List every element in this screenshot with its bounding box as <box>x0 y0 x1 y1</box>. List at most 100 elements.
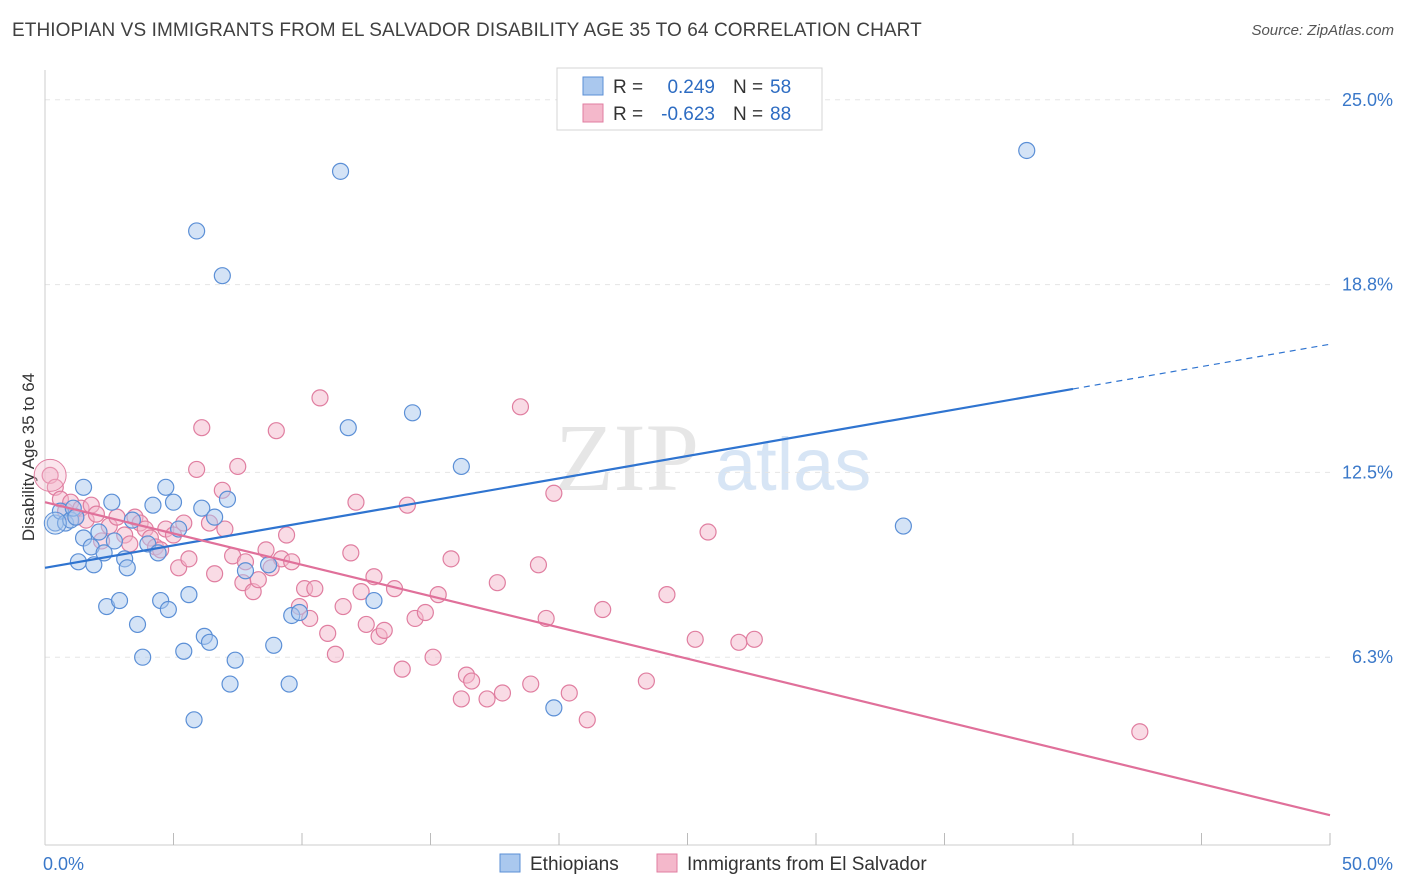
el-salvador-point-71 <box>488 574 506 592</box>
el-salvador-point-66 <box>442 550 460 568</box>
el-salvador-point-26 <box>188 460 206 479</box>
el-salvador-point-58 <box>375 621 393 639</box>
el-salvador-point-82 <box>637 672 655 690</box>
trend-lines <box>44 343 1331 817</box>
legend-r-label-1: R = <box>613 77 643 98</box>
legend-r-value-2: -0.623 <box>661 104 715 125</box>
bottom-legend: Ethiopians Immigrants from El Salvador <box>499 853 927 875</box>
el-salvador-point-37 <box>249 571 267 589</box>
el-salvador-point-80 <box>594 600 612 619</box>
ethiopians-point-30 <box>175 642 193 660</box>
y-tick-label-2: 18.8% <box>1342 275 1393 295</box>
ethiopians-point-15 <box>105 532 123 550</box>
el-salvador-point-60 <box>393 660 411 678</box>
ethiopians-point-7 <box>74 478 93 496</box>
ethiopians-point-large <box>43 511 67 535</box>
el-salvador-point-73 <box>511 398 530 416</box>
el-salvador-point-84 <box>730 633 748 651</box>
ethiopians-point-31 <box>180 586 198 604</box>
el-salvador-point-79 <box>578 711 596 729</box>
y-tick-label-1: 12.5% <box>1342 462 1393 482</box>
ethiopians-point-11 <box>90 523 108 541</box>
el-salvador-point-29 <box>206 565 224 583</box>
el-salvador-point-48 <box>311 389 329 407</box>
ethiopians-point-21 <box>134 648 152 666</box>
el-salvador-point-47 <box>306 580 324 598</box>
y-tick-labels: 6.3% 12.5% 18.8% 25.0% <box>1342 90 1393 667</box>
ethiopians-trend-extension <box>1072 343 1331 390</box>
series-ethiopians-points <box>43 141 1036 729</box>
el-salvador-point-72 <box>493 684 512 702</box>
legend-swatch-ethiopians <box>582 76 604 96</box>
legend: R = 0.249 N = 58 R = -0.623 N = 88 <box>556 67 823 131</box>
ethiopians-point-27 <box>159 600 177 619</box>
el-salvador-point-67 <box>452 690 470 708</box>
y-tick-label-0: 6.3% <box>1352 647 1393 667</box>
el-salvador-point-40 <box>267 422 285 440</box>
el-salvador-point-55 <box>357 615 375 634</box>
y-axis-label: Disability Age 35 to 64 <box>19 373 38 541</box>
x-ticks <box>173 833 1331 845</box>
el-salvador-point-75 <box>529 556 548 574</box>
ethiopians-trend-line <box>44 387 1074 569</box>
ethiopians-point-55 <box>1018 141 1036 160</box>
ethiopians-point-18 <box>118 559 136 577</box>
el-salvador-point-63 <box>416 603 434 622</box>
ethiopians-point-32 <box>185 711 203 729</box>
legend-swatch-el-salvador <box>582 103 604 123</box>
bottom-legend-swatch-ethiopians <box>499 853 521 873</box>
ethiopians-point-41 <box>226 651 244 669</box>
el-salvador-point-86 <box>1131 723 1149 741</box>
series-el-salvador-points <box>33 389 1149 741</box>
ethiopians-point-54 <box>894 517 912 535</box>
y-tick-label-3: 25.0% <box>1342 90 1393 110</box>
el-salvador-point-78 <box>560 684 578 702</box>
source-label: Source: ZipAtlas.com <box>1251 22 1394 39</box>
el-salvador-point-54 <box>352 583 370 601</box>
ethiopians-point-53 <box>545 699 563 717</box>
el-salvador-point-14 <box>121 535 139 553</box>
ethiopians-point-28 <box>164 493 183 511</box>
el-salvador-point-25 <box>180 550 198 568</box>
ethiopians-point-50 <box>365 591 383 610</box>
el-salvador-point-69 <box>463 672 481 690</box>
el-salvador-point-27 <box>193 419 211 437</box>
legend-n-label-2: N = <box>733 104 763 125</box>
ethiopians-point-39 <box>218 490 237 508</box>
ethiopians-point-26 <box>157 478 175 496</box>
el-salvador-point-85 <box>745 630 763 648</box>
ethiopians-point-40 <box>221 675 239 693</box>
legend-n-value-2: 88 <box>770 104 791 125</box>
el-salvador-point-12 <box>108 508 126 526</box>
ethiopians-point-37 <box>206 508 224 526</box>
el-salvador-point-64 <box>424 648 442 666</box>
ethiopians-point-34 <box>193 499 211 517</box>
ethiopians-point-16 <box>110 591 129 610</box>
legend-r-label-2: R = <box>613 104 643 125</box>
chart-title: ETHIOPIAN VS IMMIGRANTS FROM EL SALVADOR… <box>12 20 922 41</box>
ethiopians-point-45 <box>280 675 298 693</box>
el-salvador-point-53 <box>347 493 365 511</box>
legend-r-value-1: 0.249 <box>667 77 715 98</box>
ethiopians-point-48 <box>331 162 350 180</box>
el-salvador-point-77 <box>545 484 563 502</box>
bottom-legend-el-salvador: Immigrants from El Salvador <box>687 854 927 875</box>
ethiopians-point-42 <box>236 562 255 580</box>
el-salvador-point-49 <box>319 624 337 642</box>
ethiopians-point-14 <box>103 493 121 511</box>
ethiopians-point-36 <box>200 633 219 651</box>
el-salvador-point-42 <box>277 526 296 544</box>
legend-n-value-1: 58 <box>770 77 791 98</box>
legend-n-label-1: N = <box>733 77 763 98</box>
el-salvador-point-83 <box>699 523 717 541</box>
el-salvador-point-87 <box>658 586 676 604</box>
el-salvador-point-52 <box>342 544 360 562</box>
ethiopians-point-47 <box>290 603 309 622</box>
ethiopians-point-43 <box>259 556 278 574</box>
el-salvador-trend-line <box>44 501 1331 817</box>
watermark-atlas: atlas <box>715 423 871 506</box>
x-tick-label-min: 0.0% <box>43 854 84 874</box>
bottom-legend-swatch-el-salvador <box>656 853 678 873</box>
ethiopians-point-38 <box>213 267 231 285</box>
